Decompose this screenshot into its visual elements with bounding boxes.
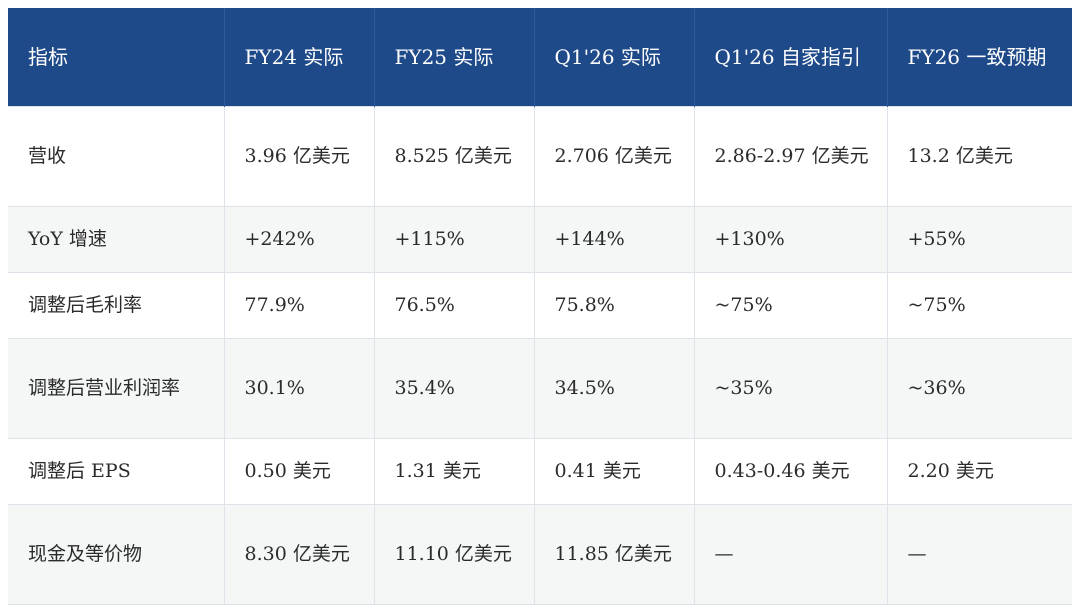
- table-cell: ~75%: [886, 271, 1072, 339]
- financial-metrics-table: 指标 FY24 实际 FY25 实际 Q1'26 实际 Q1'26 自家指引 F…: [8, 8, 1072, 605]
- table-row: 调整后毛利率 77.9% 76.5% 75.8% ~75% ~75%: [8, 271, 1072, 339]
- table-cell: 30.1%: [223, 337, 375, 439]
- header-fy26-consensus: FY26 一致预期: [907, 44, 1047, 69]
- row-label: 营收: [8, 105, 225, 207]
- table-cell: 75.8%: [533, 271, 695, 339]
- table-cell: ~75%: [693, 271, 888, 339]
- table-row: 现金及等价物 8.30 亿美元 11.10 亿美元 11.85 亿美元 — —: [8, 503, 1072, 605]
- table-cell: +242%: [223, 205, 375, 273]
- table-cell: 3.96 亿美元: [223, 105, 375, 207]
- table-header: 指标 FY24 实际 FY25 实际 Q1'26 实际 Q1'26 自家指引 F…: [8, 8, 1072, 106]
- table-cell: +55%: [886, 205, 1072, 273]
- row-label: 调整后 EPS: [8, 437, 225, 505]
- table-row: YoY 增速 +242% +115% +144% +130% +55%: [8, 205, 1072, 273]
- financial-table-container: 指标 FY24 实际 FY25 实际 Q1'26 实际 Q1'26 自家指引 F…: [8, 8, 1072, 605]
- header-row: 指标 FY24 实际 FY25 实际 Q1'26 实际 Q1'26 自家指引 F…: [8, 8, 1072, 106]
- table-cell: 11.10 亿美元: [373, 503, 535, 605]
- table-row: 调整后 EPS 0.50 美元 1.31 美元 0.41 美元 0.43-0.4…: [8, 437, 1072, 505]
- table-cell: 0.43-0.46 美元: [693, 437, 888, 505]
- table-cell: ~35%: [693, 337, 888, 439]
- table-row: 营收 3.96 亿美元 8.525 亿美元 2.706 亿美元 2.86-2.9…: [8, 105, 1072, 207]
- table-cell: 8.30 亿美元: [223, 503, 375, 605]
- row-label: 调整后毛利率: [8, 271, 225, 339]
- table-cell: 76.5%: [373, 271, 535, 339]
- table-cell: 13.2 亿美元: [886, 105, 1072, 207]
- table-cell: 77.9%: [223, 271, 375, 339]
- table-cell: 8.525 亿美元: [373, 105, 535, 207]
- table-cell: +115%: [373, 205, 535, 273]
- table-cell: 11.85 亿美元: [533, 503, 695, 605]
- row-label: 调整后营业利润率: [8, 337, 225, 439]
- table-cell: 2.706 亿美元: [533, 105, 695, 207]
- header-fy25-actual: FY25 实际: [374, 8, 535, 106]
- table-row: 调整后营业利润率 30.1% 35.4% 34.5% ~35% ~36%: [8, 337, 1072, 439]
- table-cell: —: [886, 503, 1072, 605]
- header-fy24-actual: FY24 实际: [224, 8, 375, 106]
- header-q1-26-actual: Q1'26 实际: [534, 8, 695, 106]
- table-cell: 0.41 美元: [533, 437, 695, 505]
- row-label: YoY 增速: [8, 205, 225, 273]
- table-cell: ~36%: [886, 337, 1072, 439]
- table-cell: 2.20 美元: [886, 437, 1072, 505]
- table-cell: 1.31 美元: [373, 437, 535, 505]
- table-cell: 35.4%: [373, 337, 535, 439]
- table-body: 营收 3.96 亿美元 8.525 亿美元 2.706 亿美元 2.86-2.9…: [8, 105, 1072, 605]
- table-cell: —: [693, 503, 888, 605]
- header-q1-26-guidance: Q1'26 自家指引: [694, 8, 888, 106]
- table-cell: +130%: [693, 205, 888, 273]
- table-cell: +144%: [533, 205, 695, 273]
- table-cell: 34.5%: [533, 337, 695, 439]
- table-cell: 2.86-2.97 亿美元: [693, 105, 888, 207]
- table-cell: 0.50 美元: [223, 437, 375, 505]
- row-label: 现金及等价物: [8, 503, 225, 605]
- header-metric: 指标: [8, 8, 225, 106]
